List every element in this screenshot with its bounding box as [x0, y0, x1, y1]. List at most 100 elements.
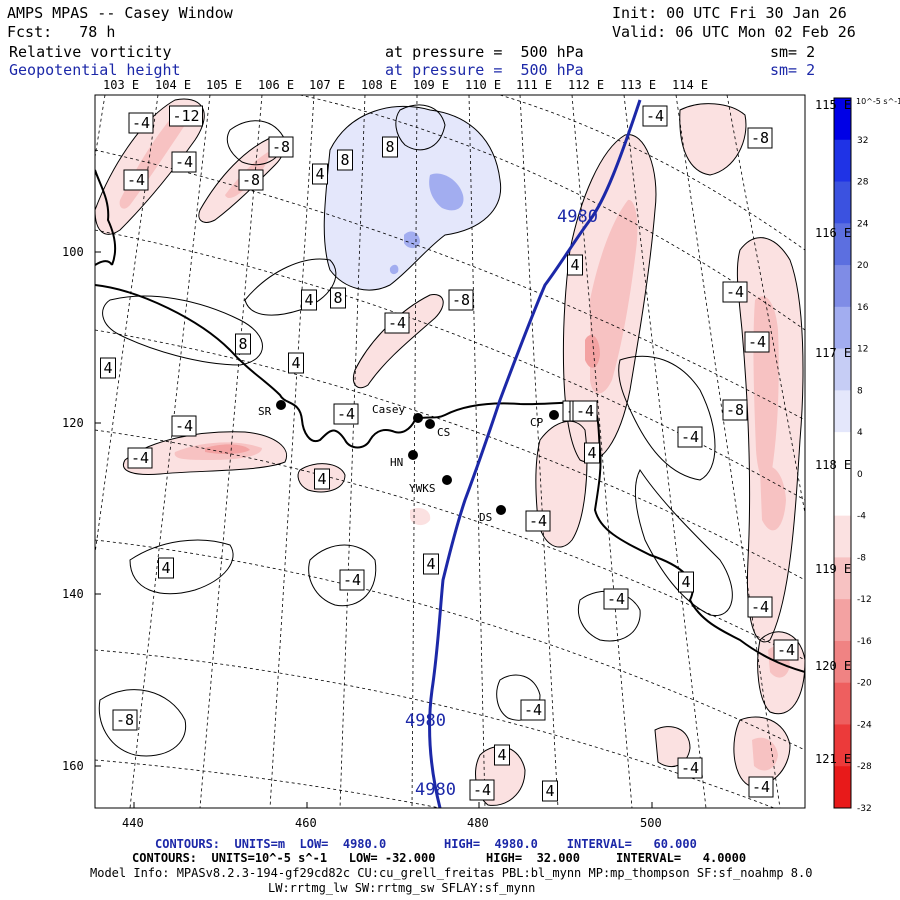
vorticity-label-text: -4 [132, 114, 150, 132]
x-tick-440: 440 [122, 816, 144, 830]
vorticity-label-text: -4 [343, 571, 361, 589]
vorticity-label-box [572, 400, 598, 422]
vorticity-label-box [171, 415, 197, 437]
colorbar-swatch [834, 599, 851, 642]
right-longitude-label: 115 E [815, 98, 852, 112]
x-tick-460: 460 [295, 816, 317, 830]
vorticity-label-box [677, 757, 703, 779]
height-contour-info: CONTOURS: UNITS=m LOW= 4980.0 HIGH= 4980… [155, 837, 697, 851]
vorticity-label-text: -4 [751, 598, 769, 616]
longitude-label: 104 E [155, 78, 192, 92]
vorticity-label-box [128, 112, 154, 134]
field1-name: Relative vorticity [9, 43, 172, 61]
longitude-lines [95, 95, 805, 808]
colorbar-swatch [834, 682, 851, 725]
model-title: AMPS MPAS -- Casey Window [7, 4, 233, 22]
colorbar-label: 28 [857, 178, 869, 188]
vorticity-label-box [333, 403, 359, 425]
vorticity-label-box [423, 553, 439, 575]
y-tick-100: 100 [62, 245, 84, 259]
colorbar-swatch [834, 139, 851, 183]
height-label-1: 4980 [557, 207, 598, 227]
colorbar-swatch [834, 515, 851, 558]
vorticity-label-text: -4 [681, 759, 699, 777]
vorticity-label-text: 4 [545, 782, 554, 800]
vorticity-label-box [584, 442, 600, 464]
vorticity-label-text: -4 [726, 283, 744, 301]
vorticity-label-text: -4 [748, 333, 766, 351]
colorbar-label: 20 [857, 261, 869, 271]
vorticity-label-text: -12 [172, 107, 199, 125]
vorticity-label-text: 8 [333, 289, 342, 307]
x-tick-480: 480 [467, 816, 489, 830]
y-tick-140: 140 [62, 587, 84, 601]
vorticity-label-box [384, 312, 410, 334]
station-label-ywks: YWKS [409, 482, 436, 495]
vorticity-label-box [525, 510, 551, 532]
vorticity-label-text: 8 [340, 151, 349, 169]
vorticity-label-box [301, 289, 317, 311]
longitude-label: 110 E [465, 78, 502, 92]
vorticity-label-box [722, 281, 748, 303]
vorticity-label-box [314, 468, 330, 490]
vorticity-label-box [722, 399, 748, 421]
vorticity-label-box [744, 331, 770, 353]
colorbar-label: 0 [857, 470, 863, 480]
y-tick-120: 120 [62, 416, 84, 430]
vorticity-label-box [773, 639, 799, 661]
vorticity-label-text: 4 [497, 746, 506, 764]
vorticity-label-text: -4 [473, 781, 491, 799]
vorticity-label-box [127, 447, 153, 469]
station-marker-cp [549, 410, 559, 420]
colorbar-label: 32 [857, 136, 868, 146]
vorticity-label-box [100, 357, 116, 379]
vorticity-label-box [747, 127, 773, 149]
colorbar-label: 16 [857, 303, 869, 313]
vorticity-label-box [520, 699, 546, 721]
station-label-casey: Casey [372, 403, 405, 416]
colorbar-unit: 10^-5 s^-1 [856, 97, 900, 106]
vorticity-label-text: 4 [304, 291, 313, 309]
positive-vorticity-core [429, 173, 464, 211]
vorticity-label-text: 4 [426, 555, 435, 573]
vorticity-label-box [339, 569, 365, 591]
longitude-label: 106 E [258, 78, 295, 92]
y-tick-160: 160 [62, 759, 84, 773]
station-label-hn: HN [390, 456, 403, 469]
right-longitude-label: 117 E [815, 346, 852, 360]
vorticity-label-box [748, 776, 774, 798]
height-label-3: 4980 [415, 780, 456, 800]
field2-level: at pressure = 500 hPa [385, 61, 584, 79]
colorbar-swatch [834, 265, 851, 308]
colorbar-label: -4 [857, 512, 866, 522]
longitude-label: 108 E [361, 78, 398, 92]
colorbar-swatch [834, 390, 851, 433]
vorticity-label-text: 8 [238, 335, 247, 353]
colorbar-swatch [834, 557, 851, 600]
init-time: Init: 00 UTC Fri 30 Jan 26 [612, 4, 847, 22]
vorticity-label-text: -4 [337, 405, 355, 423]
field2-name: Geopotential height [9, 61, 181, 79]
vorticity-label-text: -4 [777, 641, 795, 659]
colorbar-frame [833, 97, 852, 809]
colorbar-label: -12 [857, 595, 872, 605]
vorticity-label-box [288, 352, 304, 374]
vorticity-label-text: -4 [752, 778, 770, 796]
station-marker-ywks [442, 475, 452, 485]
vorticity-label-text: -4 [175, 417, 193, 435]
colorbar-label: -8 [857, 553, 866, 563]
vorticity-label-text: -4 [131, 449, 149, 467]
colorbar-swatch [834, 473, 851, 517]
vorticity-label-text: -4 [529, 512, 547, 530]
field1-level: at pressure = 500 hPa [385, 43, 584, 61]
colorbar-label: 8 [857, 386, 863, 396]
vorticity-label-box [169, 105, 203, 127]
colorbar-label: 4 [857, 428, 863, 438]
station-label-cs: CS [437, 426, 450, 439]
vorticity-label-text: -4 [607, 590, 625, 608]
vorticity-label-box [642, 105, 668, 127]
vorticity-label-text: -8 [242, 171, 260, 189]
colorbar-swatch [834, 306, 851, 350]
